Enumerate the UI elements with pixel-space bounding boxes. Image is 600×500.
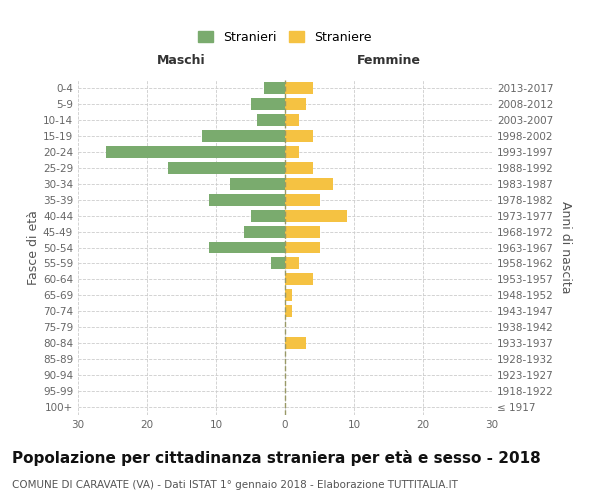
Bar [285,210,347,222]
Bar [285,274,313,285]
Bar [271,258,285,270]
Bar [202,130,285,142]
Bar [285,194,320,205]
Bar [285,242,320,254]
Bar [285,162,313,173]
Bar [285,114,299,126]
Bar [209,242,285,254]
Bar [285,130,313,142]
Bar [257,114,285,126]
Bar [209,194,285,205]
Bar [285,290,292,302]
Text: Maschi: Maschi [157,54,206,66]
Text: Femmine: Femmine [356,54,421,66]
Bar [251,210,285,222]
Bar [285,337,306,349]
Legend: Stranieri, Straniere: Stranieri, Straniere [193,26,377,49]
Y-axis label: Anni di nascita: Anni di nascita [559,201,572,294]
Bar [285,306,292,318]
Bar [168,162,285,173]
Bar [285,178,334,190]
Bar [230,178,285,190]
Bar [285,258,299,270]
Bar [285,98,306,110]
Bar [106,146,285,158]
Bar [251,98,285,110]
Bar [285,146,299,158]
Bar [244,226,285,237]
Bar [265,82,285,94]
Text: Popolazione per cittadinanza straniera per età e sesso - 2018: Popolazione per cittadinanza straniera p… [12,450,541,466]
Text: COMUNE DI CARAVATE (VA) - Dati ISTAT 1° gennaio 2018 - Elaborazione TUTTITALIA.I: COMUNE DI CARAVATE (VA) - Dati ISTAT 1° … [12,480,458,490]
Bar [285,82,313,94]
Bar [285,226,320,237]
Y-axis label: Fasce di età: Fasce di età [27,210,40,285]
